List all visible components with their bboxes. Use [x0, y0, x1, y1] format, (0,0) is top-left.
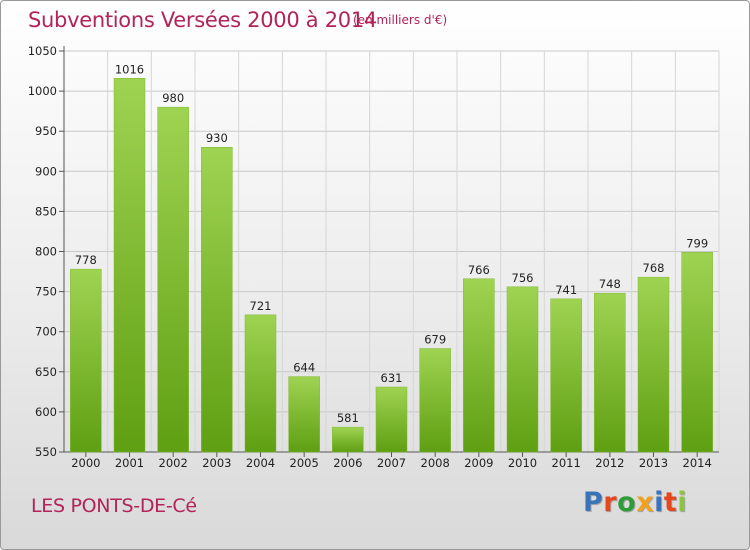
x-tick-label: 2014 — [683, 456, 712, 470]
logo-letter: x — [636, 487, 655, 518]
logo-letter: i — [654, 487, 664, 518]
x-tick-label: 2006 — [333, 456, 362, 470]
bar — [113, 78, 146, 453]
x-tick-label: 2003 — [202, 456, 231, 470]
data-label: 980 — [162, 91, 184, 105]
y-tick-label: 650 — [35, 365, 57, 379]
axes: 550 600 650 700 750 800 850 900 950 1000 1050 2000 2… — [28, 44, 719, 470]
data-label: 721 — [250, 299, 272, 313]
x-tick-label: 2004 — [246, 456, 275, 470]
data-label: 768 — [643, 261, 665, 275]
x-tick-label: 2009 — [464, 456, 493, 470]
bar — [288, 376, 320, 453]
data-label: 581 — [337, 411, 359, 425]
bar — [244, 314, 277, 453]
data-labels: 778 1016 980 930 721 644 581 631 679 766 756 741 748… — [75, 62, 708, 425]
x-tick-label: 2011 — [552, 456, 581, 470]
y-tick-label: 800 — [35, 245, 57, 259]
bar — [550, 298, 582, 453]
chart-title: Subventions Versées 2000 à 2014 — [28, 8, 377, 32]
logo-letter: t — [663, 487, 678, 518]
x-tick-label: 2002 — [159, 456, 188, 470]
logo-letter: r — [603, 487, 618, 518]
logo-letter: i — [677, 487, 688, 518]
bar — [463, 278, 495, 453]
bars — [70, 78, 713, 453]
y-tick-label: 1000 — [28, 84, 57, 98]
x-tick-label: 2001 — [115, 456, 144, 470]
x-tick-label: 2000 — [71, 456, 100, 470]
data-label: 679 — [424, 333, 446, 347]
data-label: 930 — [206, 131, 228, 145]
y-tick-label: 700 — [35, 325, 57, 339]
proxiti-logo[interactable]: Proxiti — [583, 487, 687, 518]
y-tick-label: 950 — [35, 124, 57, 138]
data-label: 1016 — [115, 62, 144, 76]
logo-letter: o — [617, 487, 637, 518]
data-label: 741 — [555, 283, 577, 297]
y-tick-label: 600 — [35, 405, 57, 419]
y-tick-label: 1050 — [28, 44, 57, 58]
y-tick-label: 550 — [35, 445, 57, 459]
bar — [201, 146, 233, 453]
bar — [332, 426, 364, 453]
y-tick-label: 850 — [35, 204, 57, 218]
bar — [375, 386, 408, 453]
data-label: 748 — [599, 277, 621, 291]
x-tick-label: 2012 — [595, 456, 624, 470]
bar — [419, 348, 451, 453]
y-tick-label: 900 — [35, 164, 57, 178]
chart-subtitle: (en milliers d'€) — [353, 13, 448, 27]
data-label: 766 — [468, 263, 490, 277]
x-tick-label: 2008 — [421, 456, 450, 470]
bar — [70, 268, 102, 453]
bar — [506, 286, 539, 453]
data-label: 778 — [75, 253, 97, 267]
x-tick-label: 2005 — [290, 456, 319, 470]
data-label: 799 — [686, 236, 708, 250]
bar — [681, 252, 713, 453]
logo-letter: P — [583, 487, 604, 518]
y-tick-label: 750 — [35, 285, 57, 299]
x-tick-label: 2007 — [377, 456, 406, 470]
bar — [157, 106, 189, 453]
data-label: 644 — [293, 361, 315, 375]
bar — [637, 276, 670, 453]
x-tick-label: 2010 — [508, 456, 537, 470]
city-name: LES PONTS-DE-Cé — [31, 495, 197, 517]
bar — [594, 292, 626, 453]
data-label: 631 — [381, 371, 403, 385]
data-label: 756 — [512, 271, 534, 285]
x-tick-label: 2013 — [639, 456, 668, 470]
